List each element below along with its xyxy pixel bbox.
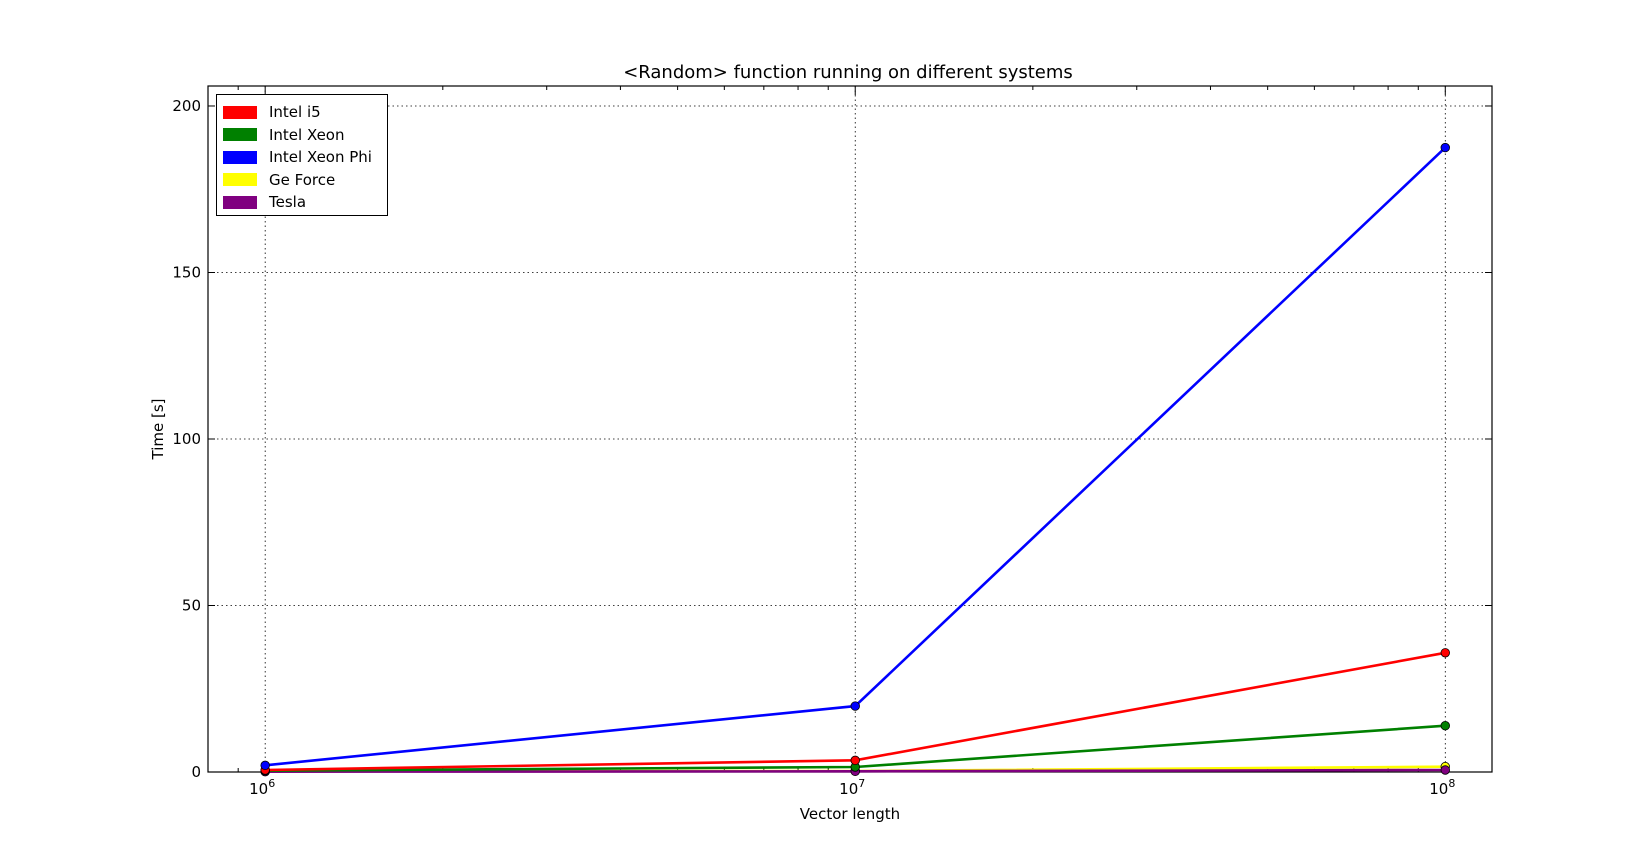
x-tick-label: 107 [839, 777, 865, 798]
legend-item-intel-i5: Intel i5 [223, 102, 321, 122]
legend-item-intel-xeon-phi: Intel Xeon Phi [223, 147, 372, 167]
y-tick-label: 0 [191, 763, 201, 781]
legend-item-intel-xeon: Intel Xeon [223, 125, 345, 145]
data-point-intel-xeon-phi [850, 701, 860, 711]
legend-swatch [223, 195, 257, 209]
legend-item-ge-force: Ge Force [223, 170, 335, 190]
series-points [260, 142, 1450, 777]
x-tick-label: 108 [1429, 777, 1455, 798]
legend-item-tesla: Tesla [223, 192, 306, 212]
legend-label: Intel Xeon [269, 125, 345, 144]
y-tick-label: 50 [182, 596, 201, 614]
legend: Intel i5 Intel Xeon Intel Xeon Phi Ge Force… [216, 94, 388, 216]
legend-swatch [223, 150, 257, 164]
data-point-intel-i5 [850, 755, 860, 766]
x-axis-label: Vector length [800, 805, 900, 823]
legend-swatch [223, 128, 257, 141]
data-point-intel-xeon [1440, 721, 1450, 731]
plot-area-frame [207, 85, 1493, 773]
grid [208, 86, 1492, 772]
data-point-intel-xeon-phi [260, 760, 270, 771]
y-tick-label: 150 [172, 263, 201, 281]
x-tick-label: 106 [249, 777, 275, 798]
data-point-intel-xeon-phi [1440, 142, 1450, 153]
y-axis-label: Time [s] [149, 399, 167, 461]
legend-swatch [223, 173, 257, 186]
y-tick-label: 200 [172, 97, 201, 115]
legend-label: Tesla [269, 193, 307, 211]
y-tick-label: 100 [172, 430, 201, 448]
legend-label: Ge Force [269, 170, 336, 189]
chart-title: <Random> function running on different s… [623, 62, 1073, 83]
data-point-tesla [1440, 765, 1450, 775]
data-point-intel-i5 [1440, 648, 1450, 658]
legend-label: Intel i5 [269, 103, 321, 121]
legend-swatch [223, 105, 257, 119]
legend-label: Intel Xeon Phi [269, 148, 372, 166]
